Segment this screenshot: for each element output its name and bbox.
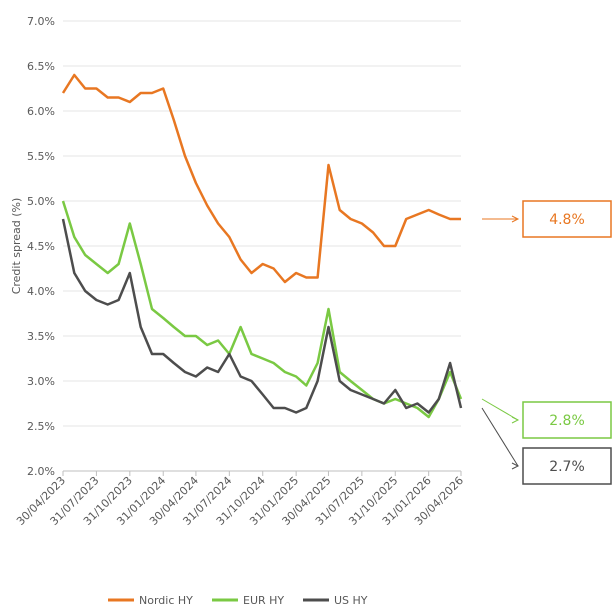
legend-label: EUR HY [243,594,284,607]
arrow-head [511,462,520,470]
arrow-head [511,215,520,223]
y-tick-label: 5.5% [27,150,55,163]
y-tick-label: 4.5% [27,240,55,253]
annotation-label: 4.8% [549,212,585,228]
arrow-head [511,416,520,424]
y-tick-label: 4.0% [27,285,55,298]
line [61,73,461,284]
annotation-arrow [481,407,519,467]
y-tick-label: 7.0% [27,15,55,28]
annotation-arrow [481,398,519,421]
y-tick-label: 2.0% [27,465,55,478]
annotation-box [522,401,612,439]
y-tick-label: 5.0% [27,195,55,208]
legend-label: Nordic HY [139,594,193,607]
y-tick-label: 6.5% [27,60,55,73]
y-tick-label: 3.0% [27,375,55,388]
legend-label: US HY [334,594,368,607]
y-tick-label: 2.5% [27,420,55,433]
line [61,200,463,419]
line [61,218,463,414]
annotation-label: 2.8% [549,413,585,429]
annotation-box [522,447,612,485]
annotation-label: 2.7% [549,459,585,475]
y-tick-label: 6.0% [27,105,55,118]
y-tick-label: 3.5% [27,330,55,343]
annotation-box [522,200,612,238]
y-axis-label: Credit spread (%) [10,198,23,295]
